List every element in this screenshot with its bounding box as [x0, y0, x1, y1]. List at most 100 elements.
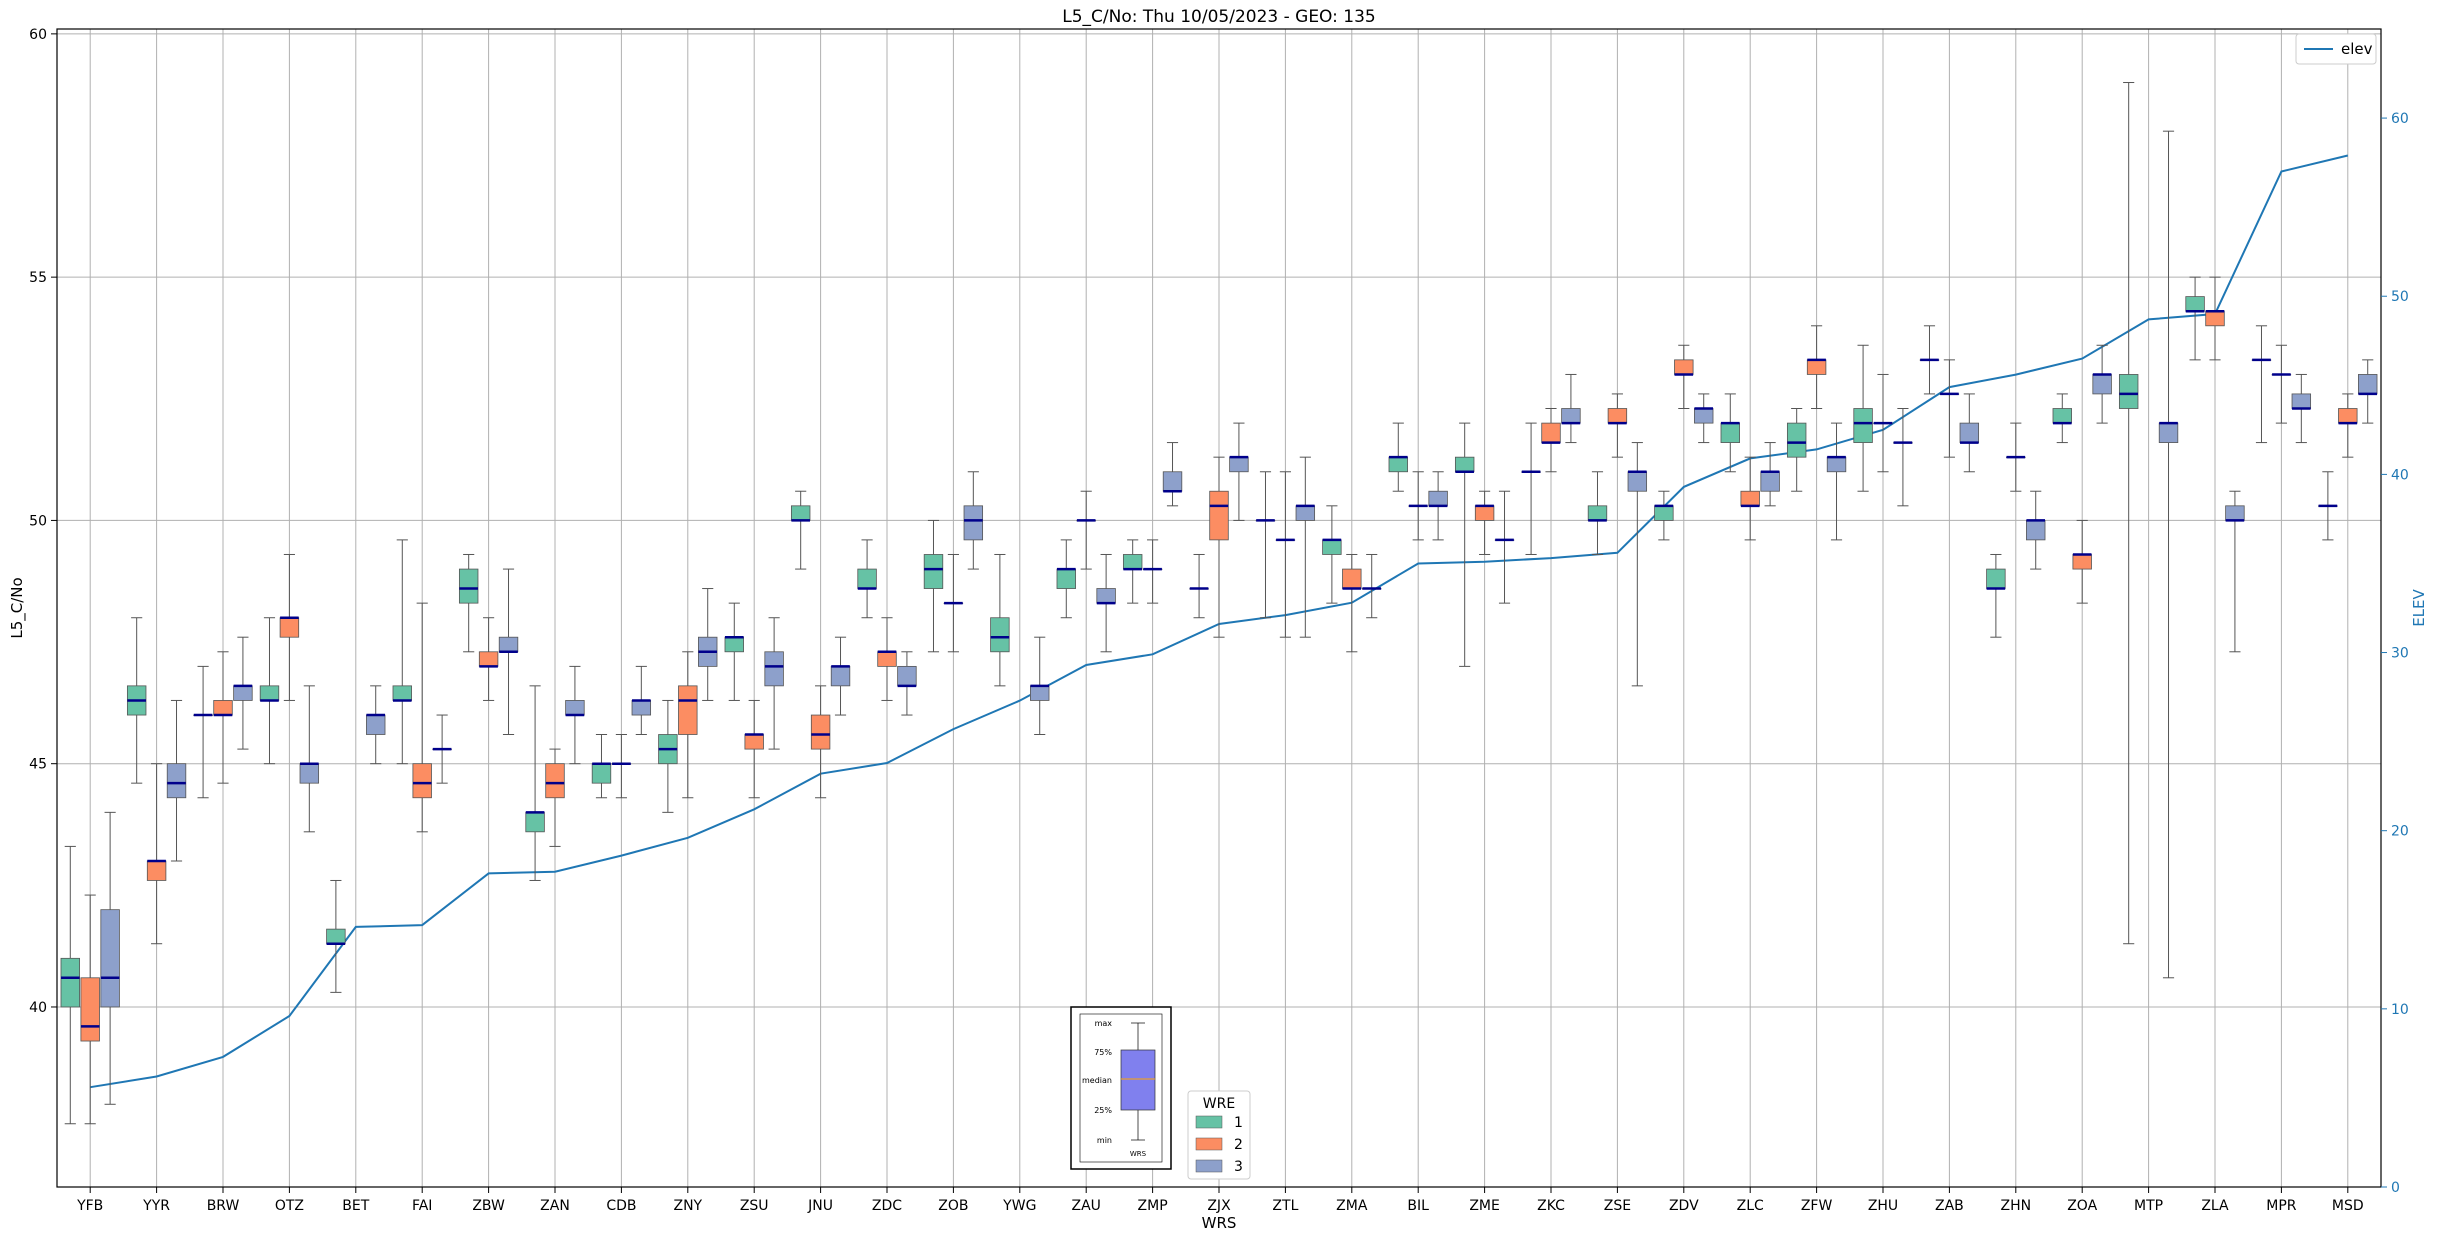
legend-elev-label: elev: [2341, 40, 2373, 58]
box-ZOB-wre1: [923, 519, 944, 653]
box-ZHN-wre2: [2006, 422, 2026, 492]
box-ZHN-wre3: [2026, 490, 2046, 570]
box-ZAU-wre3: [1096, 553, 1116, 653]
box-iqr: [2052, 408, 2072, 424]
box-iqr: [830, 665, 851, 687]
box-ZSU-wre2: [744, 699, 764, 799]
box-JNU-wre1: [790, 490, 811, 570]
box-ZMP-wre3: [1162, 442, 1183, 507]
box-iqr: [857, 568, 877, 589]
box-ZME-wre2: [1474, 490, 1495, 555]
box-iqr: [724, 636, 744, 653]
box-ZDV-wre2: [1674, 344, 1694, 410]
box-ZSE-wre2: [1607, 393, 1628, 458]
box-iqr: [1209, 490, 1229, 541]
box-ZSU-wre1: [724, 602, 744, 701]
box-iqr: [1694, 408, 1714, 424]
box-ZAU-wre1: [1056, 539, 1076, 619]
box-iqr: [1674, 359, 1694, 375]
legend-elev: elev: [2295, 33, 2377, 65]
box-iqr: [1654, 505, 1674, 521]
box-ZMA-wre2: [1342, 553, 1362, 653]
box-ZLA-wre1: [2185, 276, 2205, 361]
box-MSD-wre3: [2358, 359, 2378, 424]
box-iqr: [764, 651, 784, 687]
x-tick-label: YFB: [76, 1198, 103, 1214]
box-ZAN-wre3: [565, 665, 585, 765]
y-right-tick-label: 10: [2391, 1002, 2409, 1018]
x-tick-label: MSD: [2332, 1198, 2364, 1214]
box-iqr: [213, 700, 233, 716]
box-iqr: [279, 617, 300, 638]
x-tick-label: ZMA: [1336, 1198, 1368, 1214]
key-inset: max 75% median 25% min WRS: [1070, 1006, 1172, 1170]
box-JNU-wre3: [830, 636, 851, 716]
box-MPR-wre1: [2251, 325, 2272, 444]
x-tick-label: ZOB: [938, 1198, 968, 1214]
box-ZSE-wre1: [1587, 471, 1608, 555]
box-ZMP-wre1: [1122, 539, 1143, 604]
box-iqr: [80, 977, 100, 1042]
box-YFB-wre3: [100, 811, 120, 1105]
y-right-tick-label: 20: [2391, 824, 2409, 840]
box-YWG-wre3: [1030, 636, 1050, 736]
box-YYR-wre1: [126, 617, 147, 784]
box-BRW-wre1: [193, 665, 213, 799]
box-iqr: [1986, 568, 2006, 589]
box-iqr: [1342, 568, 1362, 589]
x-tick-label: ZSE: [1604, 1198, 1631, 1214]
x-tick-label: ZNY: [673, 1198, 702, 1214]
box-iqr: [963, 505, 984, 541]
box-BRW-wre2: [213, 651, 233, 784]
x-tick-label: BET: [342, 1198, 369, 1214]
box-iqr: [366, 714, 386, 735]
box-iqr: [458, 568, 479, 604]
box-ZMA-wre3: [1362, 553, 1382, 619]
box-YYR-wre2: [146, 763, 167, 945]
box-iqr: [1454, 456, 1475, 473]
box-iqr: [2338, 408, 2358, 424]
box-iqr: [1760, 471, 1780, 492]
box-iqr: [1806, 359, 1827, 375]
x-tick-label: BRW: [207, 1198, 240, 1214]
box-iqr: [259, 685, 280, 701]
box-iqr: [2072, 554, 2092, 570]
x-tick-label: BIL: [1407, 1198, 1429, 1214]
box-iqr: [146, 860, 167, 881]
box-iqr: [392, 685, 412, 701]
x-tick-label: ZHU: [1868, 1198, 1898, 1214]
box-BIL-wre1: [1388, 422, 1408, 492]
box-BET-wre1: [326, 879, 346, 993]
box-YFB-wre1: [60, 845, 80, 1125]
box-iqr: [326, 928, 346, 945]
x-tick-label: ZLA: [2201, 1198, 2229, 1214]
box-iqr: [678, 685, 698, 735]
box-ZNY-wre2: [678, 651, 698, 799]
box-ZOB-wre3: [963, 471, 984, 570]
box-ZHU-wre3: [1893, 408, 1913, 507]
x-tick-label: ZBW: [472, 1198, 505, 1214]
x-tick-label: ZAU: [1071, 1198, 1100, 1214]
box-ZKC-wre1: [1521, 422, 1541, 555]
y-tick-label: 55: [29, 270, 47, 286]
box-ZMP-wre2: [1142, 539, 1163, 604]
box-ZNY-wre1: [658, 699, 678, 813]
y-right-tick-label: 50: [2391, 289, 2409, 305]
box-iqr: [166, 763, 187, 799]
box-iqr: [897, 665, 917, 687]
box-CDB-wre2: [611, 734, 632, 799]
box-iqr: [1428, 490, 1448, 507]
box-CDB-wre3: [631, 665, 652, 736]
x-tick-label: ZMP: [1138, 1198, 1168, 1214]
box-ZME-wre1: [1454, 422, 1475, 667]
y-tick-label: 40: [29, 1000, 47, 1016]
box-iqr: [1474, 505, 1495, 521]
box-BIL-wre2: [1408, 471, 1428, 541]
box-ZKC-wre2: [1541, 408, 1561, 473]
box-iqr: [1295, 505, 1316, 521]
y-right-tick-label: 30: [2391, 646, 2409, 662]
box-ZOB-wre2: [943, 553, 964, 653]
box-ZBW-wre3: [498, 568, 519, 736]
box-ZOA-wre1: [2052, 393, 2072, 444]
